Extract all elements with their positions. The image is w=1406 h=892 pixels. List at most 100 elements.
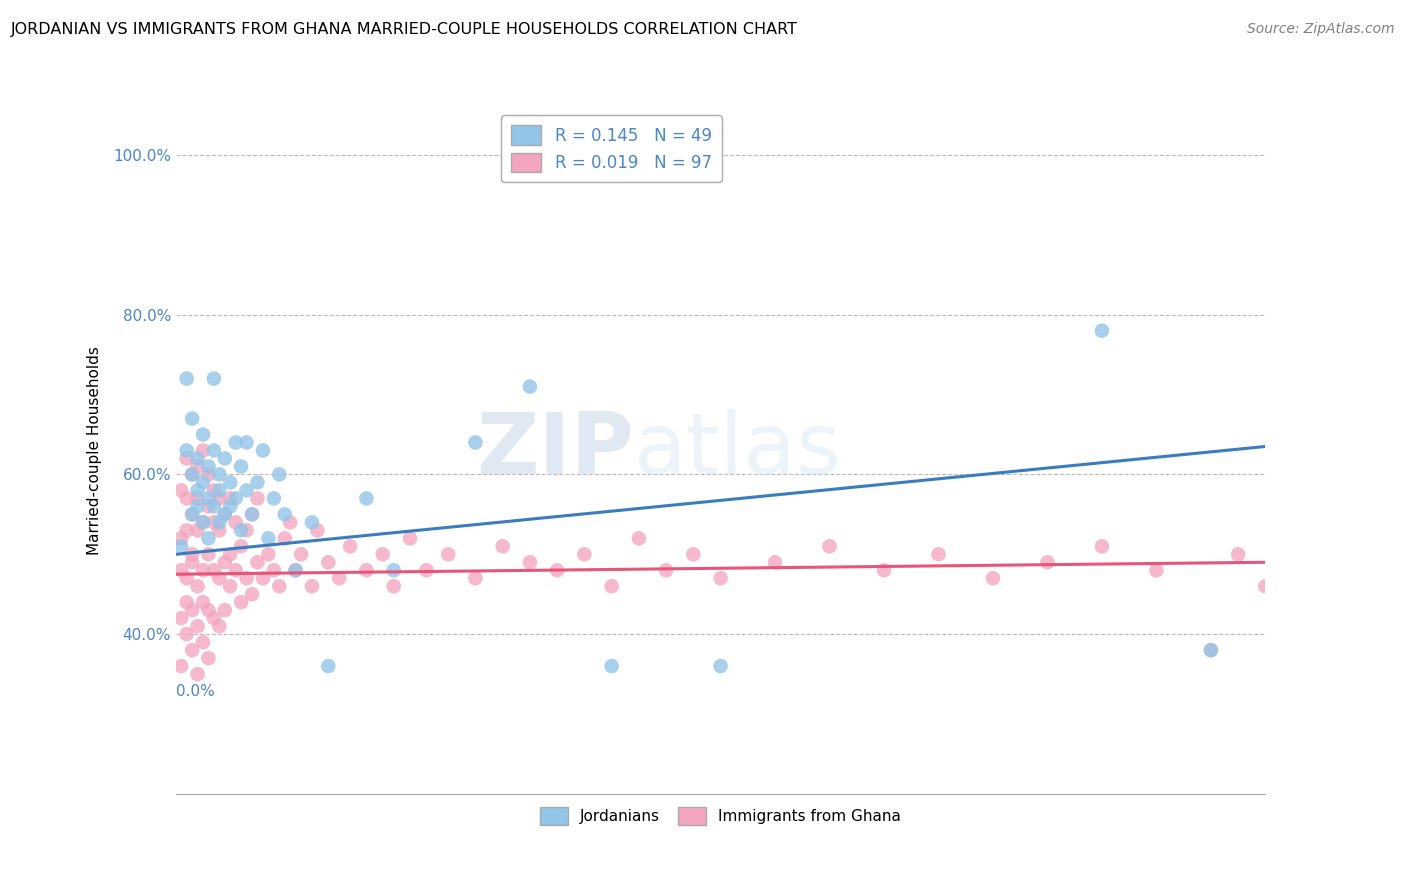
- Point: [274, 531, 297, 545]
- Point: [219, 500, 242, 514]
- Point: [219, 475, 242, 490]
- Point: [252, 443, 274, 458]
- Point: [382, 563, 405, 577]
- Point: [415, 563, 437, 577]
- Legend: Jordanians, Immigrants from Ghana: Jordanians, Immigrants from Ghana: [534, 801, 907, 830]
- Point: [399, 531, 422, 545]
- Text: JORDANIAN VS IMMIGRANTS FROM GHANA MARRIED-COUPLE HOUSEHOLDS CORRELATION CHART: JORDANIAN VS IMMIGRANTS FROM GHANA MARRI…: [11, 22, 799, 37]
- Point: [176, 451, 198, 466]
- Point: [208, 467, 231, 482]
- Point: [240, 508, 263, 522]
- Point: [274, 508, 297, 522]
- Point: [181, 643, 204, 657]
- Point: [263, 563, 285, 577]
- Point: [197, 603, 219, 617]
- Point: [191, 516, 214, 530]
- Point: [176, 571, 198, 585]
- Point: [1091, 324, 1114, 338]
- Point: [208, 524, 231, 538]
- Point: [197, 500, 219, 514]
- Point: [214, 508, 236, 522]
- Point: [301, 516, 323, 530]
- Point: [191, 595, 214, 609]
- Point: [307, 524, 329, 538]
- Point: [176, 371, 198, 385]
- Point: [197, 651, 219, 665]
- Point: [176, 595, 198, 609]
- Point: [202, 563, 225, 577]
- Point: [191, 427, 214, 442]
- Point: [574, 547, 596, 561]
- Point: [339, 539, 361, 553]
- Point: [1036, 555, 1059, 569]
- Point: [269, 467, 291, 482]
- Point: [231, 524, 253, 538]
- Point: [186, 579, 209, 593]
- Point: [318, 659, 340, 673]
- Point: [318, 555, 340, 569]
- Point: [214, 555, 236, 569]
- Point: [214, 451, 236, 466]
- Point: [186, 500, 209, 514]
- Point: [710, 659, 733, 673]
- Point: [328, 571, 350, 585]
- Point: [240, 508, 263, 522]
- Text: atlas: atlas: [633, 409, 841, 492]
- Point: [269, 579, 291, 593]
- Point: [202, 611, 225, 625]
- Point: [928, 547, 950, 561]
- Point: [208, 619, 231, 633]
- Point: [231, 459, 253, 474]
- Point: [231, 595, 253, 609]
- Point: [181, 467, 204, 482]
- Point: [225, 563, 247, 577]
- Point: [235, 483, 257, 498]
- Point: [382, 579, 405, 593]
- Point: [181, 411, 204, 425]
- Point: [186, 667, 209, 681]
- Point: [214, 603, 236, 617]
- Point: [191, 563, 214, 577]
- Point: [181, 467, 204, 482]
- Point: [176, 627, 198, 641]
- Point: [170, 563, 193, 577]
- Point: [763, 555, 786, 569]
- Point: [202, 371, 225, 385]
- Point: [235, 435, 257, 450]
- Point: [600, 659, 623, 673]
- Point: [519, 379, 541, 393]
- Point: [186, 491, 209, 506]
- Y-axis label: Married-couple Households: Married-couple Households: [87, 346, 101, 555]
- Point: [246, 491, 269, 506]
- Point: [191, 516, 214, 530]
- Point: [682, 547, 704, 561]
- Point: [356, 563, 378, 577]
- Point: [170, 539, 193, 553]
- Point: [202, 483, 225, 498]
- Point: [225, 435, 247, 450]
- Point: [186, 483, 209, 498]
- Point: [301, 579, 323, 593]
- Point: [202, 443, 225, 458]
- Text: Source: ZipAtlas.com: Source: ZipAtlas.com: [1247, 22, 1395, 37]
- Point: [1227, 547, 1250, 561]
- Point: [191, 475, 214, 490]
- Point: [519, 555, 541, 569]
- Point: [981, 571, 1004, 585]
- Point: [186, 619, 209, 633]
- Point: [181, 547, 204, 561]
- Point: [208, 571, 231, 585]
- Point: [170, 483, 193, 498]
- Point: [246, 555, 269, 569]
- Point: [197, 459, 219, 474]
- Point: [225, 491, 247, 506]
- Point: [546, 563, 568, 577]
- Point: [208, 483, 231, 498]
- Point: [191, 443, 214, 458]
- Point: [219, 579, 242, 593]
- Point: [1254, 579, 1277, 593]
- Point: [235, 571, 257, 585]
- Point: [181, 508, 204, 522]
- Point: [492, 539, 515, 553]
- Point: [231, 539, 253, 553]
